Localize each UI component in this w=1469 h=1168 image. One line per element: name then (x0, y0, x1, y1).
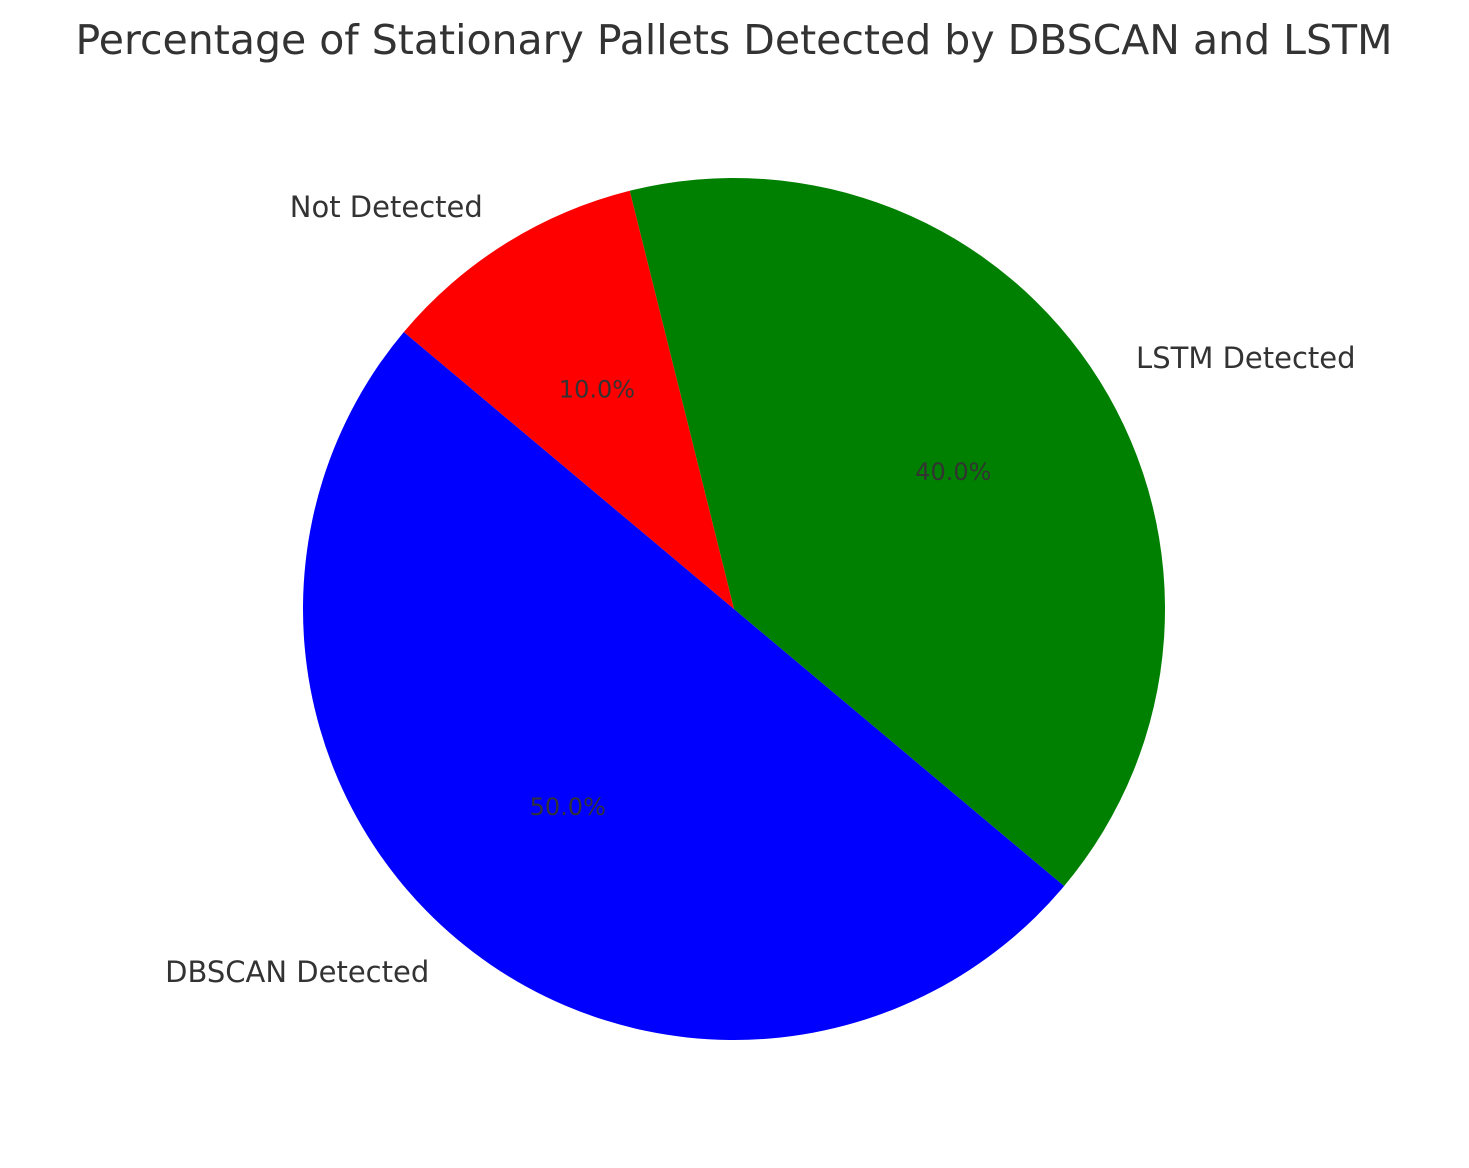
pct-label-lstm-detected: 40.0% (915, 458, 991, 486)
pct-label-dbscan-detected: 50.0% (530, 793, 606, 821)
chart-title: Percentage of Stationary Pallets Detecte… (76, 16, 1393, 64)
slice-label-dbscan-detected: DBSCAN Detected (165, 955, 429, 989)
slice-label-not-detected: Not Detected (290, 190, 483, 224)
pie-labels: 50.0% DBSCAN Detected 40.0% LSTM Detected 10… (165, 190, 1355, 989)
pie-slice-not-detected (403, 190, 734, 610)
pie-slices (302, 177, 1166, 1041)
slice-label-lstm-detected: LSTM Detected (1136, 341, 1355, 375)
pct-label-not-detected: 10.0% (559, 376, 635, 404)
pie-slice-lstm-detected (629, 177, 1166, 887)
pie-slice-dbscan-detected (302, 331, 1065, 1041)
